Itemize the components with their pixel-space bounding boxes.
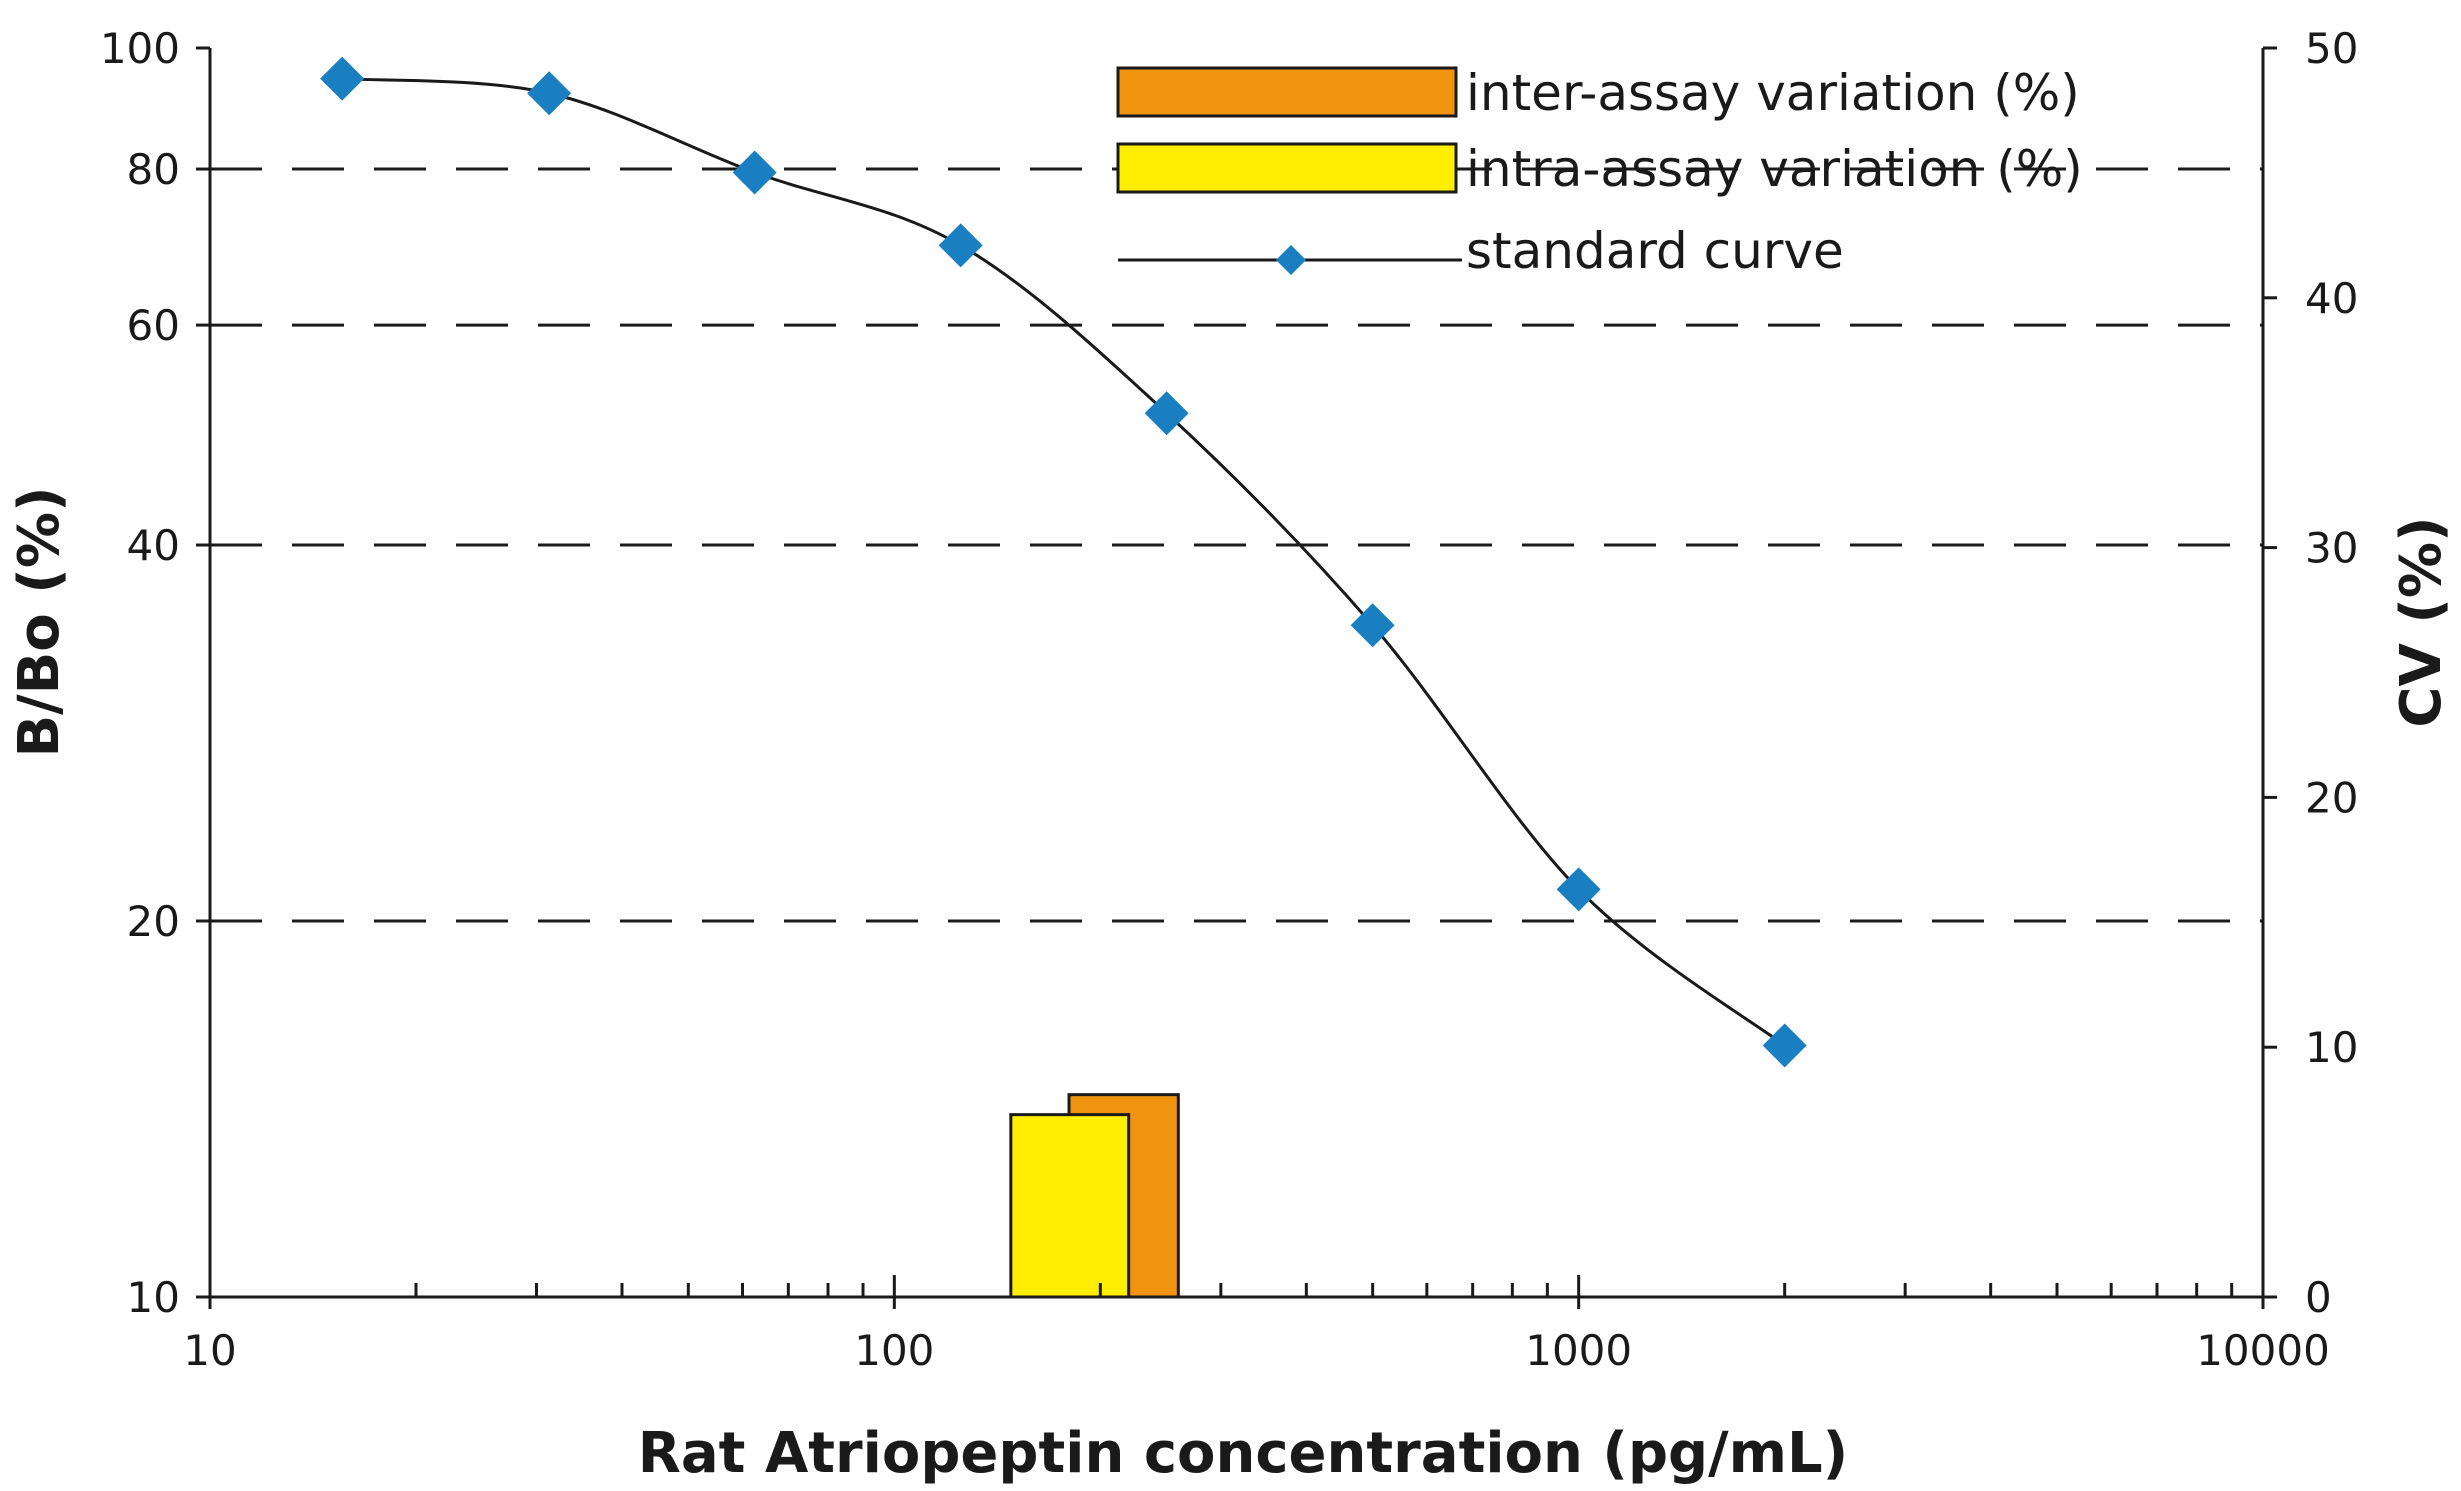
y-tick-label: 40 [127, 521, 180, 570]
y2-tick-label: 50 [2305, 24, 2358, 73]
y-tick-label: 10 [127, 1273, 180, 1322]
data-point [1144, 391, 1189, 436]
bar-intra-assay [1009, 1113, 1131, 1299]
y-tick-label: 80 [127, 145, 180, 194]
data-point [938, 223, 983, 268]
x-tick-label: 10 [183, 1326, 236, 1375]
y-tick-label: 20 [127, 897, 180, 946]
data-point [527, 71, 572, 116]
y2-tick-label: 0 [2305, 1273, 2332, 1322]
y2-tick-label: 20 [2305, 773, 2358, 822]
legend-label: inter-assay variation (%) [1466, 64, 2080, 122]
legend-swatch [1116, 142, 1458, 194]
y-axis-title: B/Bo (%) [7, 486, 72, 757]
legend-swatch [1116, 66, 1458, 118]
y-tick-label: 60 [127, 301, 180, 350]
y-tick-label: 100 [100, 24, 180, 73]
y2-tick-label: 10 [2305, 1023, 2358, 1072]
data-point [1350, 603, 1395, 648]
data-point [1762, 1023, 1807, 1068]
data-point [320, 56, 365, 101]
legend-label: standard curve [1466, 222, 1844, 280]
x-tick-label: 10000 [2196, 1326, 2330, 1375]
x-tick-label: 1000 [1525, 1326, 1632, 1375]
standard-curve-series [320, 56, 1807, 1068]
x-tick-label: 100 [854, 1326, 934, 1375]
legend: inter-assay variation (%) intra-assay var… [1116, 64, 2083, 280]
y2-tick-label: 40 [2305, 274, 2358, 323]
axes [208, 48, 2265, 1299]
standard-curve-line [342, 77, 1786, 1047]
legend-marker [1276, 245, 1306, 275]
legend-label: intra-assay variation (%) [1466, 140, 2083, 198]
data-point [732, 150, 777, 195]
data-point [1556, 867, 1601, 912]
y2-tick-label: 30 [2305, 524, 2358, 573]
grid [210, 167, 2263, 923]
x-axis-title: Rat Atriopeptin concentration (pg/mL) [638, 1421, 1848, 1486]
cv-bars [1009, 1093, 1180, 1299]
y2-axis-title: CV (%) [2389, 516, 2454, 727]
